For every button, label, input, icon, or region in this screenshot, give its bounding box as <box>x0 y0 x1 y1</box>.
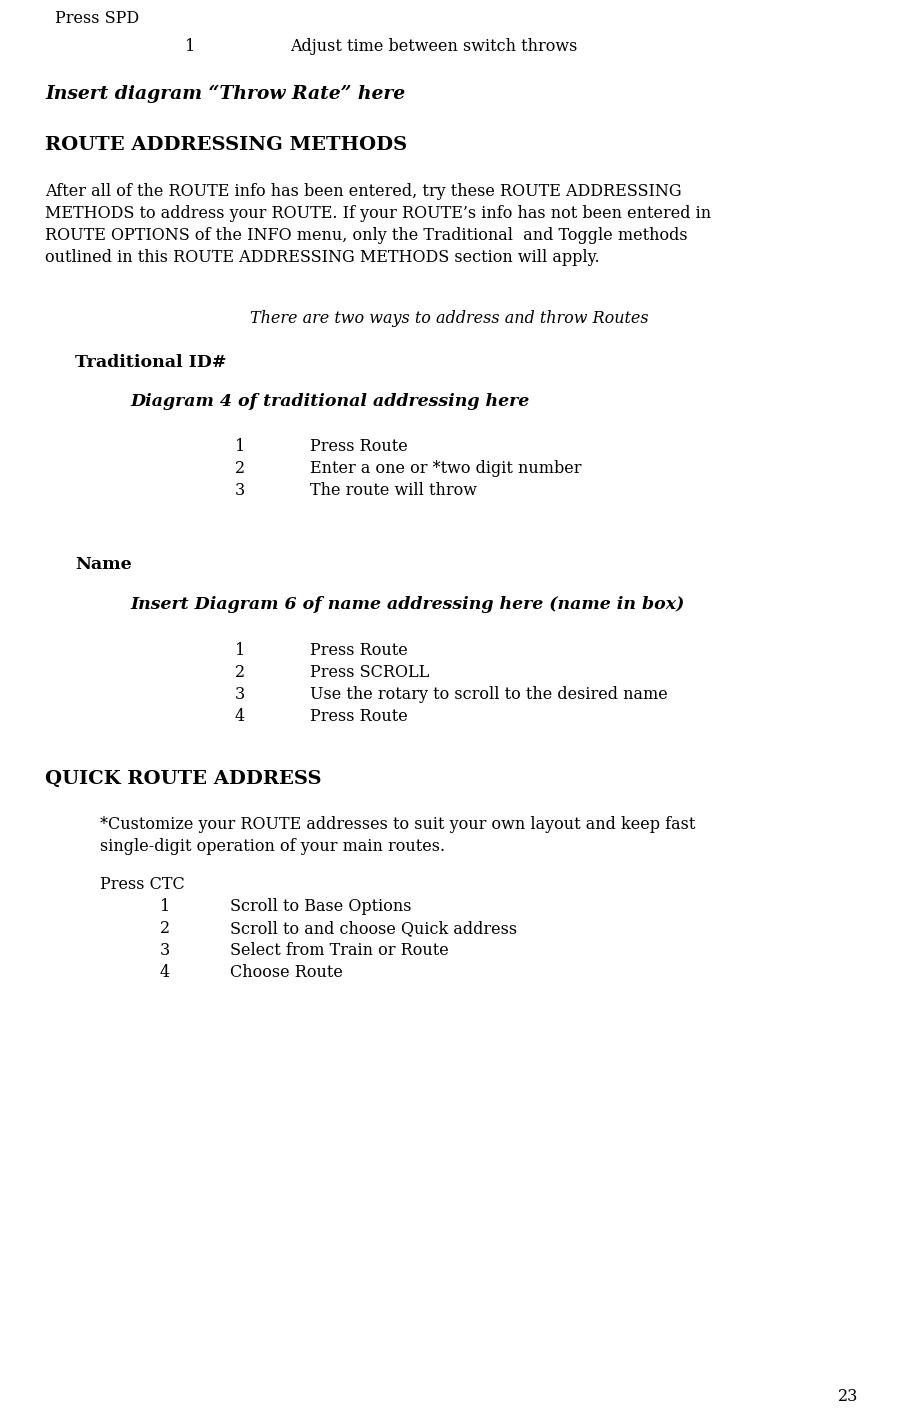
Text: Press Route: Press Route <box>310 708 408 725</box>
Text: single-digit operation of your main routes.: single-digit operation of your main rout… <box>100 838 445 855</box>
Text: Use the rotary to scroll to the desired name: Use the rotary to scroll to the desired … <box>310 685 668 704</box>
Text: 1: 1 <box>235 438 245 455</box>
Text: 2: 2 <box>235 461 245 478</box>
Text: 3: 3 <box>235 685 245 704</box>
Text: Press SPD: Press SPD <box>55 10 139 27</box>
Text: QUICK ROUTE ADDRESS: QUICK ROUTE ADDRESS <box>45 770 321 788</box>
Text: 4: 4 <box>160 964 170 981</box>
Text: outlined in this ROUTE ADDRESSING METHODS section will apply.: outlined in this ROUTE ADDRESSING METHOD… <box>45 249 600 266</box>
Text: The route will throw: The route will throw <box>310 482 477 499</box>
Text: 3: 3 <box>160 942 171 959</box>
Text: After all of the ROUTE info has been entered, try these ROUTE ADDRESSING: After all of the ROUTE info has been ent… <box>45 184 682 201</box>
Text: 2: 2 <box>235 664 245 681</box>
Text: Scroll to and choose Quick address: Scroll to and choose Quick address <box>230 920 517 937</box>
Text: Enter a one or *two digit number: Enter a one or *two digit number <box>310 461 582 478</box>
Text: Choose Route: Choose Route <box>230 964 343 981</box>
Text: METHODS to address your ROUTE. If your ROUTE’s info has not been entered in: METHODS to address your ROUTE. If your R… <box>45 205 711 222</box>
Text: Insert diagram “Throw Rate” here: Insert diagram “Throw Rate” here <box>45 85 405 103</box>
Text: *Customize your ROUTE addresses to suit your own layout and keep fast: *Customize your ROUTE addresses to suit … <box>100 815 695 834</box>
Text: 3: 3 <box>235 482 245 499</box>
Text: ROUTE OPTIONS of the INFO menu, only the Traditional  and Toggle methods: ROUTE OPTIONS of the INFO menu, only the… <box>45 227 688 244</box>
Text: ROUTE ADDRESSING METHODS: ROUTE ADDRESSING METHODS <box>45 136 407 154</box>
Text: 1: 1 <box>160 899 171 916</box>
Text: Adjust time between switch throws: Adjust time between switch throws <box>290 38 577 55</box>
Text: Name: Name <box>75 555 132 574</box>
Text: Diagram 4 of traditional addressing here: Diagram 4 of traditional addressing here <box>130 393 529 410</box>
Text: Press CTC: Press CTC <box>100 876 185 893</box>
Text: Traditional ID#: Traditional ID# <box>75 355 226 372</box>
Text: Scroll to Base Options: Scroll to Base Options <box>230 899 411 916</box>
Text: Insert Diagram 6 of name addressing here (name in box): Insert Diagram 6 of name addressing here… <box>130 596 684 613</box>
Text: 2: 2 <box>160 920 170 937</box>
Text: 4: 4 <box>235 708 245 725</box>
Text: Press Route: Press Route <box>310 438 408 455</box>
Text: 1: 1 <box>185 38 195 55</box>
Text: Press Route: Press Route <box>310 642 408 658</box>
Text: 23: 23 <box>838 1388 858 1405</box>
Text: Press SCROLL: Press SCROLL <box>310 664 429 681</box>
Text: There are two ways to address and throw Routes: There are two ways to address and throw … <box>250 309 648 326</box>
Text: Select from Train or Route: Select from Train or Route <box>230 942 449 959</box>
Text: 1: 1 <box>235 642 245 658</box>
